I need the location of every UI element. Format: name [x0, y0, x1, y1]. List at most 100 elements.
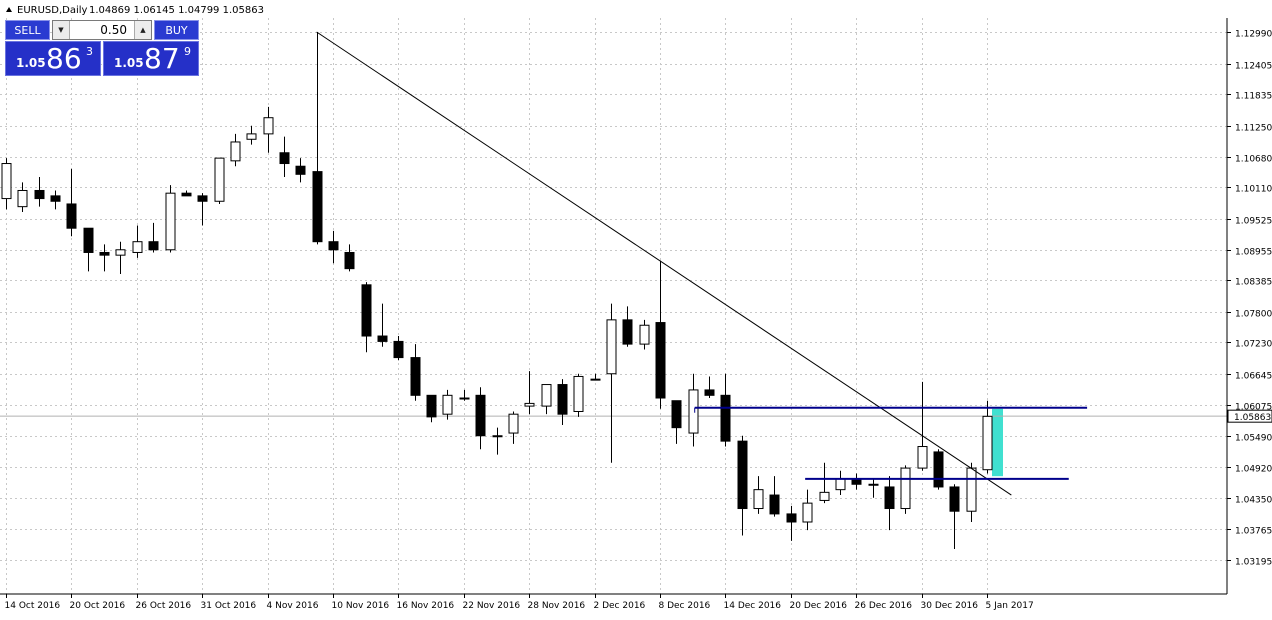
candle-body-bull [966, 467, 977, 512]
candle-body-bull [1, 163, 12, 200]
candle-body-bull [688, 389, 699, 434]
time-tick-label: 26 Dec 2016 [855, 601, 913, 611]
candle [573, 373, 584, 417]
candle-body-bear [671, 400, 682, 429]
candle [344, 244, 355, 272]
buy-price-prefix: 1.05 [114, 56, 144, 70]
candle-body-bear [377, 335, 388, 342]
candle [132, 225, 143, 258]
candle-body-bull [606, 319, 617, 375]
lot-size-control: ▼ ▲ [52, 20, 152, 40]
candle-body-bull [230, 141, 241, 162]
lot-increase-icon[interactable]: ▲ [134, 21, 151, 39]
candle [949, 484, 960, 549]
candle [34, 177, 45, 207]
price-tick-label: 1.11835 [1235, 92, 1272, 102]
candle-body-bull [900, 467, 911, 510]
candle [295, 158, 306, 183]
candle [426, 394, 437, 423]
candle-body-bull [524, 402, 535, 407]
time-axis: 14 Oct 2016 20 Oct 2016 26 Oct 2016 31 Oct … [5, 594, 1034, 611]
candle-body-bull [459, 397, 470, 400]
candle [50, 190, 61, 210]
candle [590, 373, 601, 381]
range-box[interactable] [992, 408, 1003, 477]
candle [377, 303, 388, 347]
candle-body-bear [769, 494, 780, 515]
candle [900, 465, 911, 514]
collapse-triangle-icon[interactable] [6, 7, 12, 12]
candle [884, 476, 895, 531]
candle-body-bull [590, 378, 601, 381]
candle-body-bull [263, 117, 274, 135]
candle [720, 373, 731, 447]
candle-body-bear [622, 319, 633, 345]
candle-body-bear [933, 451, 944, 488]
candle-body-bear [50, 195, 61, 202]
lot-size-input[interactable] [71, 21, 133, 39]
candle-body-bear [704, 389, 715, 396]
sell-button[interactable]: SELL [5, 20, 50, 40]
sell-price-prefix: 1.05 [16, 56, 46, 70]
symbol-label: EURUSD,Daily [17, 5, 88, 16]
candle-body-bull [802, 502, 813, 523]
candle [688, 373, 699, 447]
time-tick-label: 10 Nov 2016 [332, 601, 390, 611]
candle-body-bear [181, 192, 192, 197]
candle [622, 306, 633, 347]
chart-header: EURUSD,Daily 1.04869 1.06145 1.04799 1.0… [6, 5, 264, 16]
grid [0, 18, 1227, 594]
candle [66, 168, 77, 237]
one-click-trade-panel: SELL ▼ ▲ BUY 1.05 86 3 1.05 87 9 [5, 20, 199, 76]
candle [982, 400, 993, 474]
candle [410, 344, 421, 401]
buy-price-fraction: 9 [184, 45, 191, 58]
trendline[interactable] [316, 31, 1012, 496]
candle [230, 133, 241, 167]
candle [704, 376, 715, 399]
candle [786, 505, 797, 541]
ohlc-values: 1.04869 1.06145 1.04799 1.05863 [89, 5, 264, 16]
candle-body-bear [83, 227, 94, 253]
buy-button[interactable]: BUY [154, 20, 199, 40]
candle [606, 303, 617, 463]
candle-body-bear [361, 284, 372, 337]
candle-body-bull [541, 384, 552, 407]
candle [475, 387, 486, 450]
sell-price-pips: 86 [46, 42, 82, 75]
time-tick-label: 5 Jan 2017 [986, 601, 1034, 611]
candle [541, 384, 552, 415]
current-price-label: 1.05863 [1234, 413, 1271, 423]
time-tick-label: 2 Dec 2016 [594, 601, 646, 611]
candle-body-bear [949, 486, 960, 512]
candle-body-bear [312, 171, 323, 243]
candle [1, 158, 12, 210]
candle [148, 222, 159, 253]
candle-body-bear [34, 189, 45, 200]
candle [99, 244, 110, 272]
candle [524, 371, 535, 415]
buy-price-pips: 87 [144, 42, 180, 75]
candle-body-bear [410, 357, 421, 396]
candle-body-bear [197, 195, 208, 202]
candle-body-bull [639, 324, 650, 345]
candle [214, 157, 225, 204]
candle-body-bull [214, 157, 225, 202]
time-tick-label: 14 Dec 2016 [724, 601, 782, 611]
candle-body-bull [868, 483, 879, 486]
price-tick-label: 1.12405 [1235, 62, 1272, 72]
candle-body-bull [492, 435, 503, 438]
candle-body-bear [737, 440, 748, 510]
candle [933, 449, 944, 490]
lot-decrease-icon[interactable]: ▼ [53, 21, 70, 39]
candle [83, 227, 94, 272]
buy-price-quote[interactable]: 1.05 87 9 [103, 41, 199, 76]
candle [393, 336, 404, 361]
sell-price-quote[interactable]: 1.05 86 3 [5, 41, 101, 76]
candle [17, 182, 28, 213]
price-tick-label: 1.07230 [1235, 340, 1272, 350]
sell-price-fraction: 3 [86, 45, 93, 58]
